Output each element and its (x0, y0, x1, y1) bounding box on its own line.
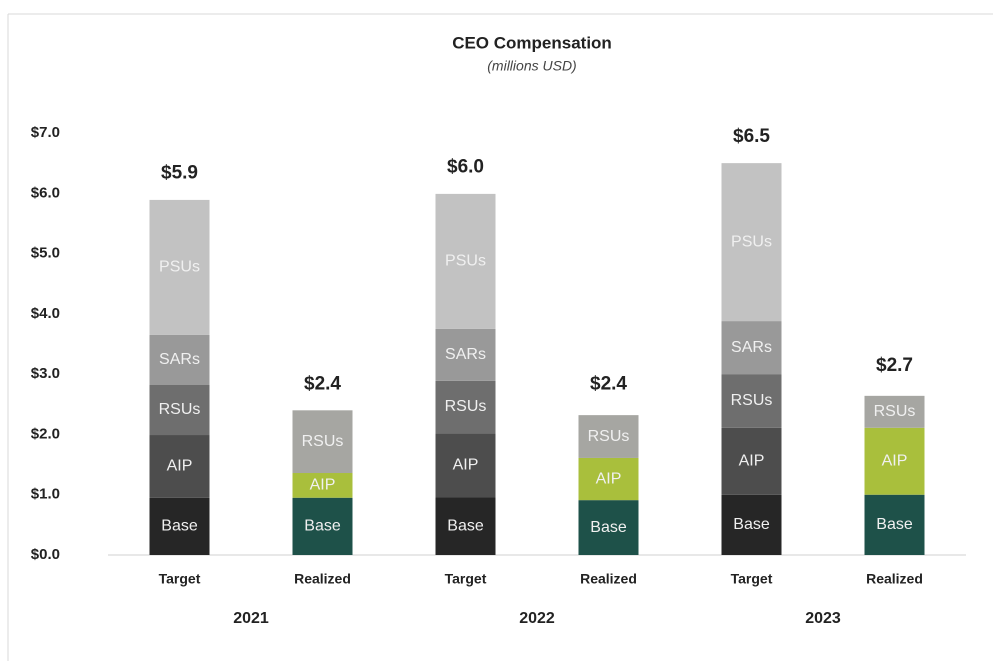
segment-label: PSUs (159, 259, 200, 276)
segment-label: AIP (310, 477, 336, 494)
x-tick-label: Target (159, 571, 201, 587)
total-label: $2.4 (304, 373, 341, 394)
y-tick-label: $5.0 (31, 245, 60, 262)
segment-label: RSUs (445, 398, 487, 415)
segment-label: AIP (453, 456, 479, 473)
bar-segment (578, 457, 639, 501)
bar-segment (721, 321, 782, 375)
segment-label: Base (733, 516, 770, 533)
bar-segment (292, 410, 353, 474)
segment-label: PSUs (445, 253, 486, 270)
x-tick-label: Target (445, 571, 487, 587)
bar-segment (721, 163, 782, 322)
y-tick-label: $6.0 (31, 184, 60, 201)
group-label: 2022 (519, 610, 555, 627)
total-label: $6.0 (447, 156, 484, 177)
bar-segment (149, 334, 210, 385)
bar-segment (578, 415, 639, 458)
x-tick-label: Realized (580, 571, 637, 587)
segment-label: AIP (596, 470, 622, 487)
segment-label: SARs (731, 339, 772, 356)
bar-segment (864, 494, 925, 555)
segment-label: Base (304, 518, 341, 535)
bar-segment (435, 328, 496, 381)
bar-segment (721, 494, 782, 555)
y-tick-label: $7.0 (31, 124, 60, 141)
segment-label: AIP (167, 458, 193, 475)
bar-segment (435, 380, 496, 434)
bar-segment (149, 435, 210, 498)
bar-segment (864, 427, 925, 495)
y-tick-label: $0.0 (31, 546, 60, 563)
bar-segment (435, 497, 496, 555)
bar-segment (578, 500, 639, 555)
x-tick-label: Realized (294, 571, 351, 587)
y-tick-label: $4.0 (31, 305, 60, 322)
segment-label: RSUs (874, 403, 916, 420)
bar-segment (721, 427, 782, 495)
segment-label: Base (590, 519, 627, 536)
total-label: $5.9 (161, 162, 198, 183)
chart-title: CEO Compensation (452, 33, 612, 52)
chart-subtitle: (millions USD) (487, 58, 576, 74)
bar-segment (435, 193, 496, 329)
segment-label: RSUs (731, 392, 773, 409)
total-label: $2.4 (590, 373, 627, 394)
bar-segment (149, 497, 210, 555)
y-tick-label: $2.0 (31, 425, 60, 442)
total-label: $2.7 (876, 355, 913, 376)
segment-label: Base (447, 517, 484, 534)
segment-label: SARs (445, 346, 486, 363)
x-tick-label: Realized (866, 571, 923, 587)
bar-segment (149, 199, 210, 335)
segment-label: PSUs (731, 233, 772, 250)
bar-segment (149, 384, 210, 436)
group-label: 2021 (233, 610, 269, 627)
bar-segment (292, 473, 353, 498)
x-tick-label: Target (731, 571, 773, 587)
segment-label: RSUs (302, 433, 344, 450)
y-tick-label: $1.0 (31, 486, 60, 503)
segment-label: RSUs (159, 401, 201, 418)
bar-segment (721, 374, 782, 428)
segment-label: Base (876, 516, 913, 533)
bar-segment (864, 395, 925, 428)
y-tick-label: $3.0 (31, 365, 60, 382)
segment-label: AIP (882, 452, 908, 469)
bar-segment (292, 497, 353, 555)
bar-segment (435, 433, 496, 498)
segment-label: SARs (159, 351, 200, 368)
group-label: 2023 (805, 610, 841, 627)
segment-label: AIP (739, 452, 765, 469)
segment-label: Base (161, 518, 198, 535)
segment-label: RSUs (588, 428, 630, 445)
total-label: $6.5 (733, 126, 770, 147)
